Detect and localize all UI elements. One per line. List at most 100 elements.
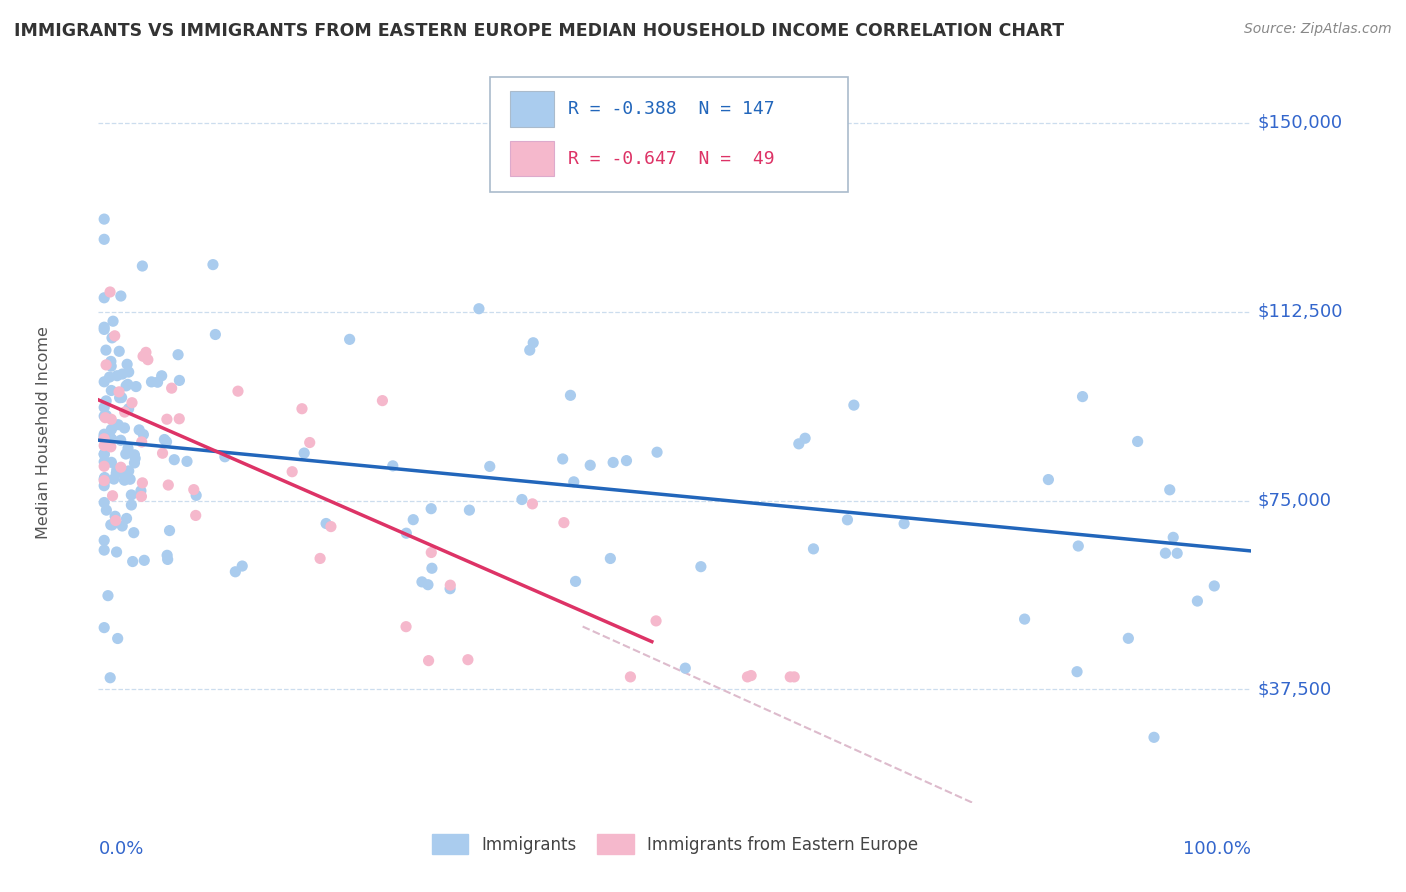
Point xyxy=(339,332,361,346)
Point xyxy=(152,446,174,460)
Point xyxy=(117,442,139,456)
Point xyxy=(157,478,180,492)
Point xyxy=(160,381,183,395)
Point xyxy=(125,379,148,393)
Point xyxy=(468,301,491,316)
Point xyxy=(551,452,574,467)
Point xyxy=(1166,546,1188,560)
Point xyxy=(118,464,141,478)
Point xyxy=(93,430,115,444)
Text: 0.0%: 0.0% xyxy=(98,840,143,858)
Point xyxy=(100,517,122,532)
Point xyxy=(104,509,127,524)
Point xyxy=(779,670,801,684)
Point xyxy=(101,314,124,328)
Point xyxy=(105,466,128,480)
Point xyxy=(522,335,544,350)
Point xyxy=(740,668,762,682)
Point xyxy=(93,429,115,443)
Point xyxy=(108,384,131,399)
Text: $37,500: $37,500 xyxy=(1257,681,1331,698)
Text: Source: ZipAtlas.com: Source: ZipAtlas.com xyxy=(1244,22,1392,37)
Point xyxy=(93,474,115,488)
Point xyxy=(167,348,190,362)
Point xyxy=(645,614,668,628)
Point xyxy=(98,370,121,384)
Point xyxy=(183,483,205,497)
Point xyxy=(176,454,198,468)
Point xyxy=(93,291,115,305)
Point xyxy=(111,391,134,405)
Point xyxy=(599,551,621,566)
Point xyxy=(98,671,121,685)
Point xyxy=(93,447,115,461)
Point xyxy=(564,574,586,589)
Point xyxy=(94,410,117,425)
FancyBboxPatch shape xyxy=(491,78,848,192)
Point xyxy=(560,388,582,402)
Point xyxy=(93,621,115,635)
Point xyxy=(395,526,418,541)
Point xyxy=(439,582,461,596)
Point xyxy=(1154,546,1177,560)
Point xyxy=(371,393,394,408)
Point xyxy=(100,384,122,398)
Point xyxy=(458,503,481,517)
Point xyxy=(110,289,132,303)
Point xyxy=(112,473,135,487)
Point xyxy=(281,465,304,479)
Point xyxy=(121,395,143,409)
Point xyxy=(292,446,315,460)
Point xyxy=(1161,530,1184,544)
Point xyxy=(93,232,115,246)
Point xyxy=(1118,632,1140,646)
Point xyxy=(93,533,115,548)
Point xyxy=(226,384,249,399)
Point xyxy=(201,258,224,272)
Point xyxy=(94,343,117,358)
Text: Median Household Income: Median Household Income xyxy=(35,326,51,539)
Point xyxy=(93,478,115,492)
Text: R = -0.647  N =  49: R = -0.647 N = 49 xyxy=(568,150,775,168)
Point xyxy=(673,661,696,675)
Point xyxy=(93,474,115,488)
Point xyxy=(1067,539,1090,553)
Point xyxy=(110,460,132,475)
Point xyxy=(117,377,139,392)
Point xyxy=(120,472,142,486)
Point xyxy=(100,354,122,368)
Point xyxy=(402,513,425,527)
Point xyxy=(737,670,759,684)
Point xyxy=(114,405,136,419)
Text: IMMIGRANTS VS IMMIGRANTS FROM EASTERN EUROPE MEDIAN HOUSEHOLD INCOME CORRELATION: IMMIGRANTS VS IMMIGRANTS FROM EASTERN EU… xyxy=(14,22,1064,40)
Point xyxy=(163,452,186,467)
Point xyxy=(108,344,131,359)
Point xyxy=(114,447,136,461)
Point xyxy=(132,427,155,442)
Point xyxy=(579,458,602,473)
Point xyxy=(153,433,176,447)
Point xyxy=(93,495,115,509)
Text: 100.0%: 100.0% xyxy=(1184,840,1251,858)
Point xyxy=(105,368,128,383)
Text: $150,000: $150,000 xyxy=(1257,114,1343,132)
Point xyxy=(794,431,817,445)
Point xyxy=(381,458,404,473)
Text: R = -0.388  N = 147: R = -0.388 N = 147 xyxy=(568,100,775,118)
Point xyxy=(135,345,157,359)
Point xyxy=(111,519,134,533)
Point xyxy=(93,447,115,461)
Point xyxy=(416,578,439,592)
Point xyxy=(1066,665,1088,679)
Point xyxy=(150,368,173,383)
Point xyxy=(159,524,181,538)
Point xyxy=(315,516,337,531)
Point xyxy=(619,670,641,684)
Point xyxy=(510,492,533,507)
Point xyxy=(101,489,124,503)
Point xyxy=(97,589,120,603)
Point xyxy=(128,423,150,437)
Point xyxy=(319,519,342,533)
Point xyxy=(93,543,115,558)
Point xyxy=(98,431,121,445)
